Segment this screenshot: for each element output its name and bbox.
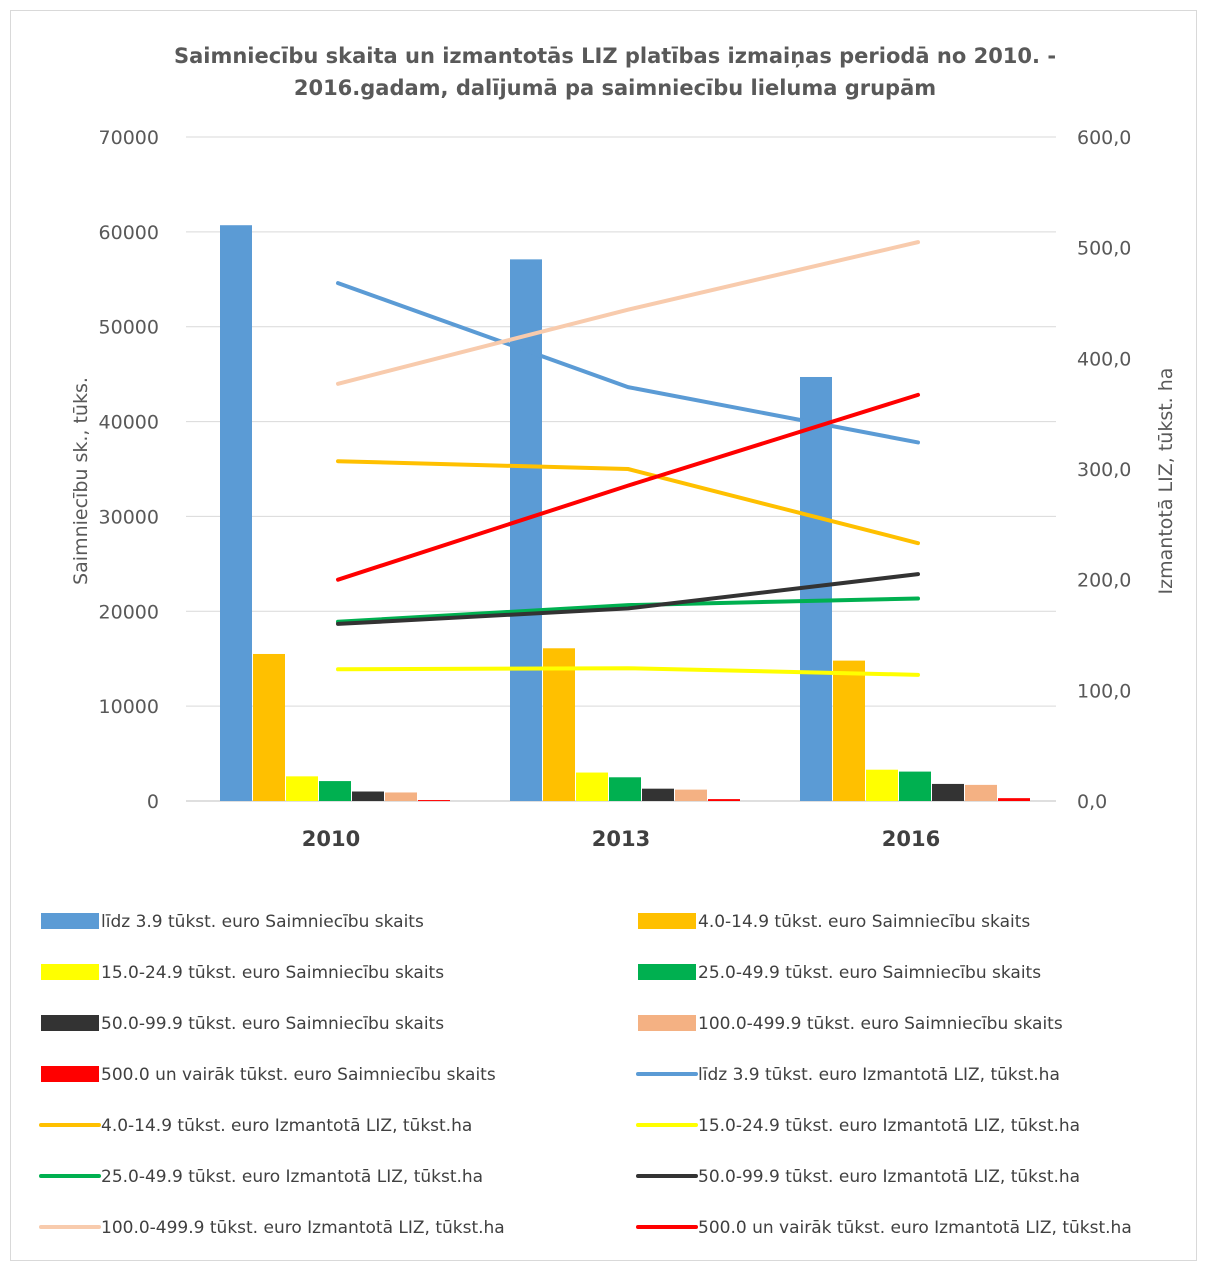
- bar: [899, 771, 931, 801]
- chart-frame: Saimniecību skaita un izmantotās LIZ pla…: [10, 10, 1197, 1261]
- legend-label: 100.0-499.9 tūkst. euro Izmantotā LIZ, t…: [101, 1218, 505, 1238]
- bar: [609, 777, 641, 801]
- legend-swatch-bar: [41, 964, 99, 980]
- left-tick-label: 40000: [99, 412, 159, 434]
- bar: [319, 781, 351, 801]
- legend-label: 50.0-99.9 tūkst. euro Saimniecību skaits: [101, 1014, 444, 1034]
- series-line: [336, 572, 920, 626]
- legend-label: līdz 3.9 tūkst. euro Izmantotā LIZ, tūks…: [698, 1065, 1060, 1085]
- legend-label: 25.0-49.9 tūkst. euro Saimniecību skaits: [698, 963, 1041, 983]
- bar: [998, 798, 1030, 801]
- left-axis-title: Saimniecību sk., tūks.: [70, 377, 92, 585]
- legend-label: 4.0-14.9 tūkst. euro Izmantotā LIZ, tūks…: [101, 1116, 472, 1136]
- bar: [352, 791, 384, 801]
- legend-swatch-bar: [41, 1066, 99, 1082]
- bar: [708, 799, 740, 801]
- legend-label: 500.0 un vairāk tūkst. euro Izmantotā LI…: [698, 1218, 1132, 1238]
- left-tick-label: 50000: [99, 317, 159, 339]
- right-tick-label: 100,0: [1077, 680, 1131, 702]
- left-tick-label: 0: [147, 791, 159, 813]
- legend-swatch-bar: [41, 1015, 99, 1031]
- bar: [675, 789, 707, 801]
- right-tick-label: 0,0: [1077, 791, 1107, 813]
- chart-title-line-1: Saimniecību skaita un izmantotās LIZ pla…: [174, 44, 1056, 68]
- bar: [965, 784, 997, 801]
- right-axis-ticks: 0,0 100,0 200,0 300,0 400,0 500,0 600,0: [1077, 127, 1131, 813]
- combo-chart: Saimniecību skaita un izmantotās LIZ pla…: [39, 44, 1177, 1238]
- bar: [220, 225, 252, 801]
- category-labels: 2010 2013 2016: [302, 827, 940, 851]
- left-tick-label: 20000: [99, 601, 159, 623]
- left-tick-label: 30000: [99, 506, 159, 528]
- bar: [286, 776, 318, 801]
- right-axis-title: Izmantotā LIZ, tūkst. ha: [1155, 368, 1177, 595]
- legend-label: 25.0-49.9 tūkst. euro Izmantotā LIZ, tūk…: [101, 1167, 483, 1187]
- category-label: 2016: [882, 827, 940, 851]
- bar: [576, 772, 608, 801]
- left-tick-label: 60000: [99, 222, 159, 244]
- bar: [833, 660, 865, 801]
- legend-label: līdz 3.9 tūkst. euro Saimniecību skaits: [101, 912, 424, 932]
- bar: [543, 648, 575, 801]
- right-tick-label: 600,0: [1077, 127, 1131, 149]
- category-label: 2013: [592, 827, 650, 851]
- chart-title-line-2: 2016.gadam, dalījumā pa saimniecību liel…: [294, 76, 936, 100]
- legend-label: 15.0-24.9 tūkst. euro Izmantotā LIZ, tūk…: [698, 1116, 1080, 1136]
- category-label: 2010: [302, 827, 360, 851]
- left-axis-ticks: 0 10000 20000 30000 40000 50000 60000 70000: [99, 127, 159, 813]
- legend-swatch-bar: [638, 964, 696, 980]
- right-tick-label: 500,0: [1077, 238, 1131, 260]
- series-line: [336, 392, 920, 582]
- legend-label: 4.0-14.9 tūkst. euro Saimniecību skaits: [698, 912, 1030, 932]
- legend-label: 50.0-99.9 tūkst. euro Izmantotā LIZ, tūk…: [698, 1167, 1080, 1187]
- bar: [253, 653, 285, 801]
- bar-series: [220, 225, 1030, 802]
- bar: [385, 792, 417, 801]
- left-tick-label: 10000: [99, 696, 159, 718]
- bar: [642, 788, 674, 801]
- series-line: [336, 240, 920, 386]
- legend-label: 15.0-24.9 tūkst. euro Saimniecību skaits: [101, 963, 444, 983]
- series-line: [336, 459, 920, 546]
- legend-swatch-bar: [638, 913, 696, 929]
- legend-swatch-bar: [41, 913, 99, 929]
- legend-label: 500.0 un vairāk tūkst. euro Saimniecību …: [101, 1065, 496, 1085]
- line-series: [336, 240, 920, 677]
- bar: [932, 783, 964, 801]
- gridlines: [186, 136, 1056, 802]
- bar: [418, 800, 450, 802]
- right-tick-label: 400,0: [1077, 348, 1131, 370]
- series-line: [336, 666, 920, 677]
- legend-swatch-bar: [638, 1015, 696, 1031]
- left-tick-label: 70000: [99, 127, 159, 149]
- series-line: [336, 596, 920, 624]
- legend-label: 100.0-499.9 tūkst. euro Saimniecību skai…: [698, 1014, 1063, 1034]
- legend: līdz 3.9 tūkst. euro Saimniecību skaits 4…: [39, 912, 1132, 1238]
- bar: [866, 769, 898, 801]
- right-tick-label: 300,0: [1077, 459, 1131, 481]
- right-tick-label: 200,0: [1077, 570, 1131, 592]
